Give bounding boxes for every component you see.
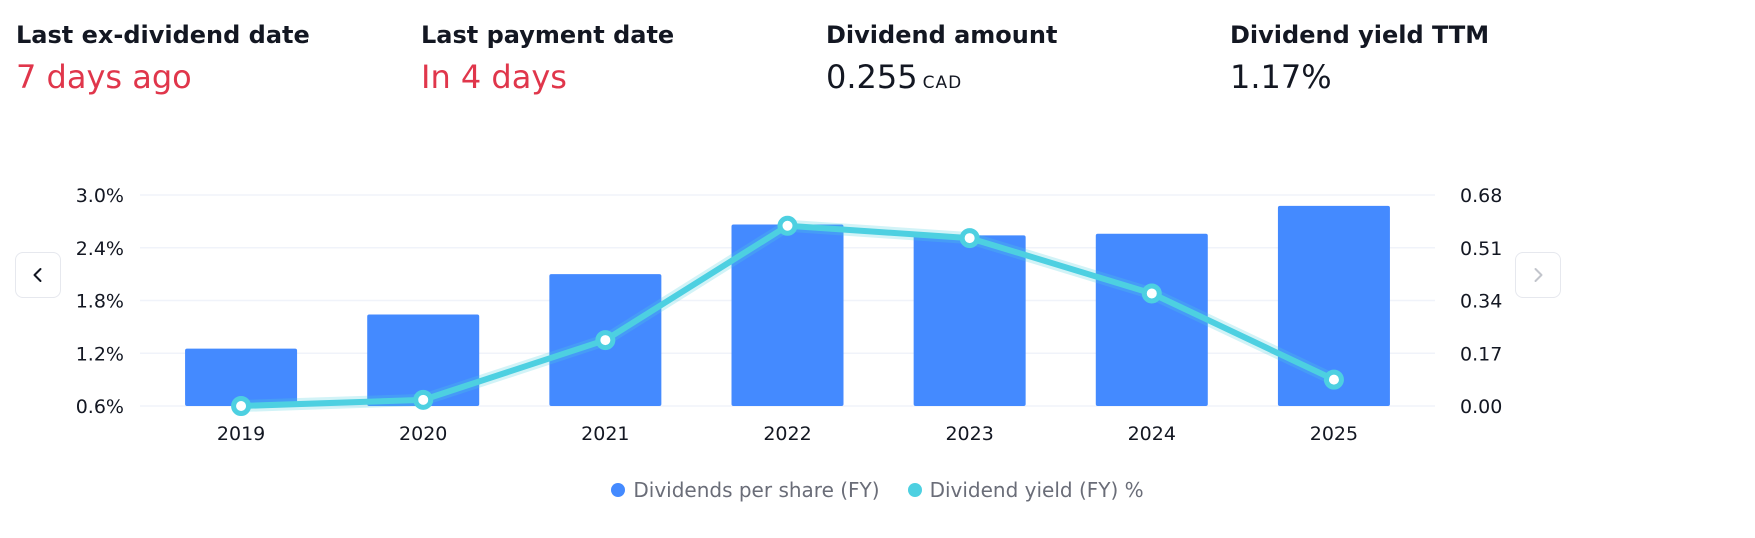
stat-dividend-amount: Dividend amount 0.255 CAD [826, 18, 1246, 107]
legend-item-dividends-per-share[interactable]: Dividends per share (FY) [611, 478, 880, 502]
x-axis: 2019 2020 2021 2022 2023 2024 2025 [217, 423, 1358, 445]
x-tick-label: 2021 [581, 423, 629, 445]
bar-dividend-2023[interactable] [913, 235, 1026, 406]
x-tick-label: 2020 [399, 423, 447, 445]
bar-dividend-2024[interactable] [1095, 233, 1208, 406]
y-left-tick-label: 2.4% [76, 238, 124, 260]
y-right-tick-label: 0.34 [1460, 291, 1502, 313]
yield-point-2025[interactable] [1323, 369, 1344, 390]
stat-value: 7 days ago [16, 53, 436, 101]
y-right-tick-label: 0.68 [1460, 185, 1502, 207]
legend-marker [907, 483, 922, 497]
chart-legend: Dividends per share (FY) Dividend yield … [0, 478, 1755, 502]
legend-marker [611, 483, 626, 497]
stat-label: Dividend amount [826, 21, 1058, 49]
chart-prev-button[interactable] [15, 252, 61, 298]
dividend-chart: 0.6% 1.2% 1.8% 2.4% 3.0% 0.00 0.17 0.34 0.51 0.6… [76, 185, 1503, 445]
stat-value-text: 0.255 [826, 58, 918, 96]
chevron-right-icon [1534, 268, 1543, 282]
legend-item-dividend-yield[interactable]: Dividend yield (FY) % [907, 478, 1144, 502]
dividends-per-share-bars [185, 205, 1390, 406]
yield-point-2023[interactable] [959, 228, 980, 249]
stat-value: 0.255 CAD [826, 53, 1246, 107]
y-right-tick-label: 0.00 [1460, 396, 1502, 418]
yield-point-2021[interactable] [595, 330, 616, 351]
x-tick-label: 2023 [945, 423, 993, 445]
bar-dividend-2019[interactable] [185, 348, 298, 406]
stat-label: Last payment date [421, 21, 675, 49]
dividend-yield-line [231, 215, 1344, 416]
y-axis-left: 0.6% 1.2% 1.8% 2.4% 3.0% [76, 185, 124, 418]
legend-label: Dividends per share (FY) [633, 478, 880, 502]
bar-dividend-2022[interactable] [731, 224, 844, 406]
x-tick-label: 2019 [217, 423, 265, 445]
stat-payment-date: Last payment date In 4 days [421, 18, 841, 101]
yield-point-2019[interactable] [231, 396, 252, 416]
y-axis-right: 0.00 0.17 0.34 0.51 0.68 [1460, 185, 1502, 418]
y-left-tick-label: 1.8% [76, 291, 124, 313]
stat-value: In 4 days [421, 53, 841, 101]
stat-value-text: 7 days ago [16, 58, 192, 96]
dividend-stats: Last ex-dividend date 7 days ago Last pa… [0, 0, 1755, 110]
yield-point-2022[interactable] [777, 215, 798, 236]
stat-value-text: In 4 days [421, 58, 567, 96]
y-left-tick-label: 1.2% [76, 343, 124, 365]
stat-value-text: 1.17% [1230, 58, 1332, 96]
y-right-tick-label: 0.17 [1460, 343, 1502, 365]
chevron-left-icon [33, 268, 42, 282]
stat-ex-dividend-date: Last ex-dividend date 7 days ago [16, 18, 436, 101]
x-tick-label: 2024 [1128, 423, 1176, 445]
chart-next-button[interactable] [1515, 252, 1561, 298]
y-left-tick-label: 3.0% [76, 185, 124, 207]
yield-point-2020[interactable] [413, 389, 434, 410]
stat-label: Dividend yield TTM [1230, 21, 1490, 49]
bar-dividend-2025[interactable] [1277, 205, 1390, 406]
legend-label: Dividend yield (FY) % [929, 478, 1144, 502]
bar-dividend-2020[interactable] [367, 314, 480, 406]
stat-label: Last ex-dividend date [16, 21, 310, 49]
y-left-tick-label: 0.6% [76, 396, 124, 418]
stat-dividend-yield-ttm: Dividend yield TTM 1.17% [1230, 18, 1650, 101]
yield-point-2024[interactable] [1141, 283, 1162, 304]
stat-value: 1.17% [1230, 53, 1650, 101]
y-right-tick-label: 0.51 [1460, 238, 1502, 260]
x-tick-label: 2022 [763, 423, 811, 445]
currency-unit: CAD [922, 73, 963, 93]
x-tick-label: 2025 [1310, 423, 1358, 445]
